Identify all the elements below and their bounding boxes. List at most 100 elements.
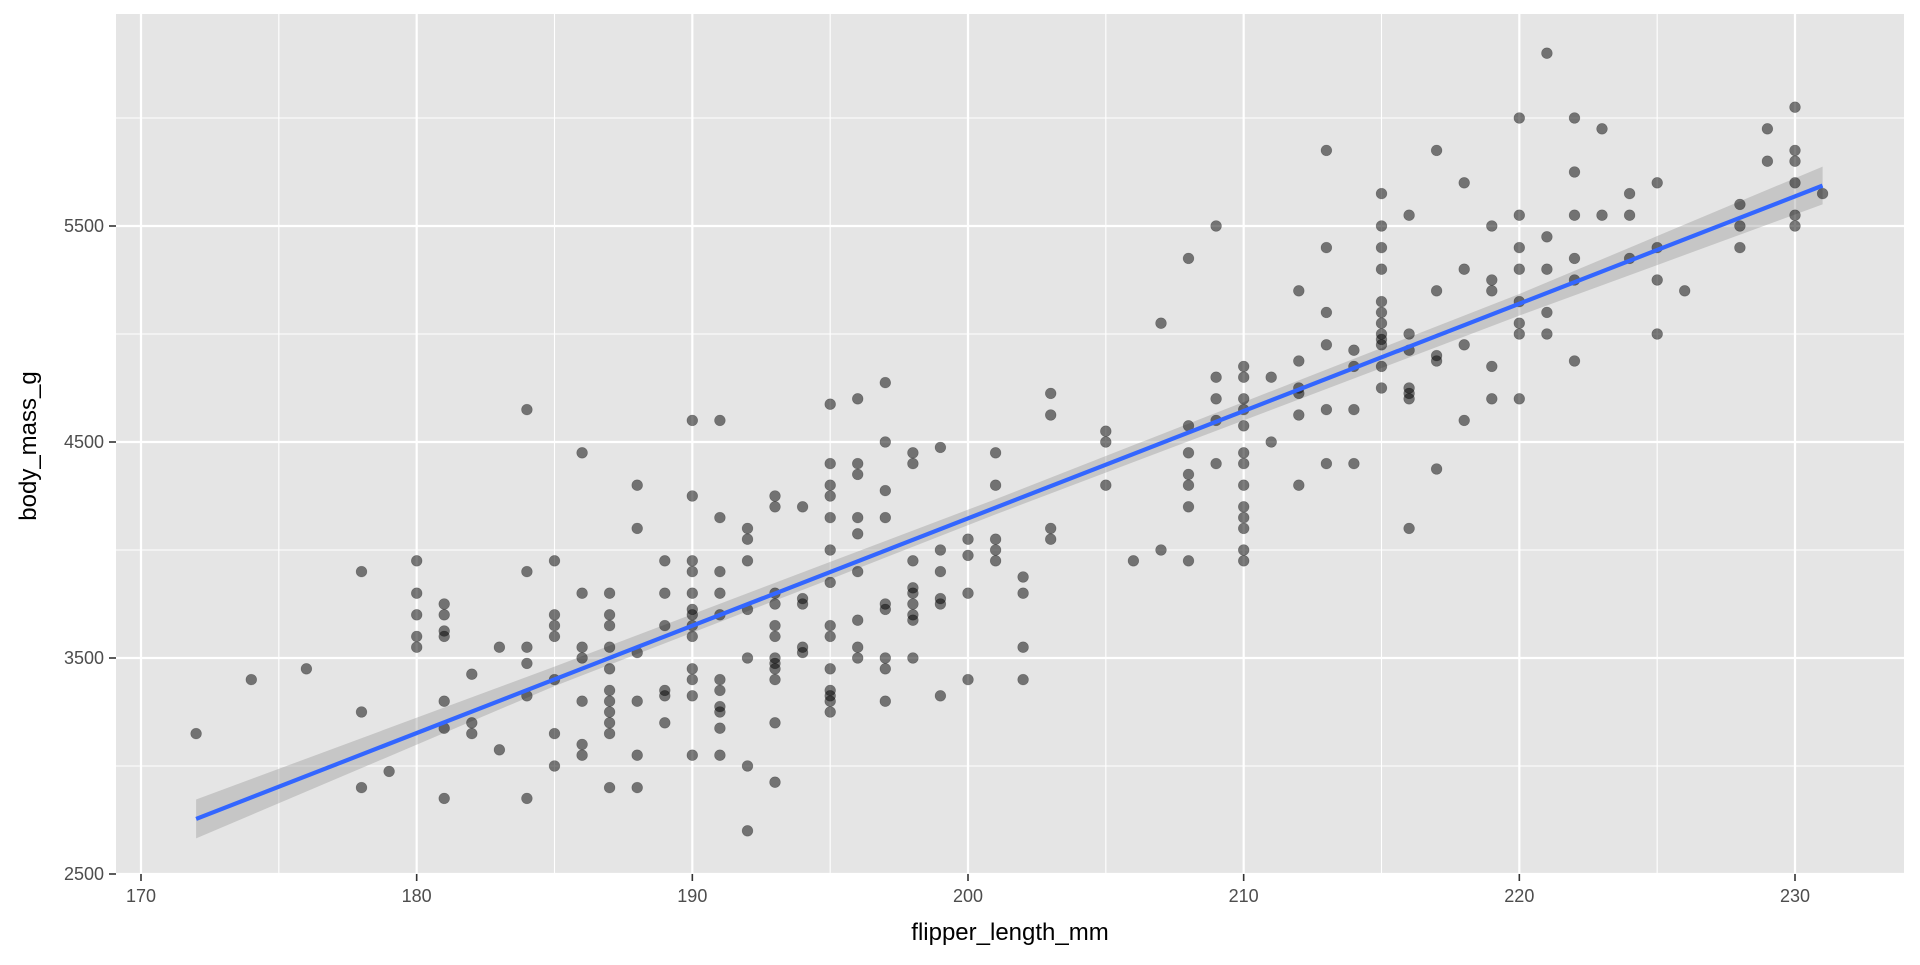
data-point bbox=[989, 533, 1002, 545]
data-point bbox=[190, 727, 202, 740]
data-point bbox=[1182, 501, 1195, 513]
data-point bbox=[879, 484, 891, 497]
data-point bbox=[1513, 263, 1526, 275]
data-point bbox=[879, 603, 891, 616]
data-point bbox=[603, 695, 616, 707]
data-point bbox=[989, 447, 1002, 459]
x-tick-label: 180 bbox=[402, 886, 432, 906]
data-point bbox=[1237, 555, 1250, 567]
data-point bbox=[1237, 457, 1250, 470]
y-tick-label: 2500 bbox=[64, 864, 104, 884]
data-point bbox=[1237, 371, 1250, 383]
data-point bbox=[1651, 328, 1663, 340]
data-point bbox=[1789, 209, 1801, 221]
data-point bbox=[879, 511, 891, 524]
data-point bbox=[1320, 403, 1333, 416]
data-point bbox=[1596, 123, 1608, 135]
data-point bbox=[576, 652, 588, 664]
data-point bbox=[603, 727, 616, 740]
data-point bbox=[1403, 209, 1415, 221]
data-point bbox=[714, 414, 726, 427]
data-point bbox=[548, 727, 561, 740]
plot-panel bbox=[116, 14, 1904, 874]
data-point bbox=[714, 749, 726, 761]
data-point bbox=[1734, 198, 1746, 211]
data-point bbox=[1348, 403, 1360, 416]
data-point bbox=[989, 544, 1002, 556]
data-point bbox=[907, 447, 919, 459]
data-point bbox=[824, 630, 836, 643]
data-point bbox=[1486, 274, 1498, 286]
data-point bbox=[824, 706, 836, 718]
data-point bbox=[934, 598, 947, 610]
data-point bbox=[1789, 101, 1801, 113]
data-point bbox=[1430, 463, 1443, 475]
data-point bbox=[466, 727, 478, 740]
data-point bbox=[1044, 533, 1057, 545]
data-point bbox=[824, 511, 836, 524]
data-point bbox=[989, 555, 1002, 567]
data-point bbox=[659, 587, 671, 599]
data-point bbox=[851, 457, 864, 470]
data-point bbox=[631, 695, 643, 707]
data-point bbox=[1486, 285, 1498, 297]
data-point bbox=[769, 619, 781, 632]
data-point bbox=[1513, 393, 1526, 405]
data-point bbox=[1486, 393, 1498, 405]
data-point bbox=[1017, 571, 1029, 583]
data-point bbox=[989, 479, 1002, 491]
data-point bbox=[1182, 479, 1195, 491]
data-point bbox=[1541, 328, 1553, 340]
data-point bbox=[714, 565, 726, 578]
data-point bbox=[1017, 641, 1029, 653]
data-point bbox=[1458, 177, 1470, 189]
data-point bbox=[466, 668, 478, 680]
data-point bbox=[907, 457, 919, 470]
data-point bbox=[1816, 187, 1829, 200]
x-axis-title: flipper_length_mm bbox=[911, 919, 1108, 946]
data-point bbox=[1100, 425, 1112, 437]
data-point bbox=[934, 441, 947, 454]
data-point bbox=[1541, 47, 1553, 59]
data-point bbox=[1237, 544, 1250, 556]
data-point bbox=[907, 587, 919, 599]
data-point bbox=[1486, 360, 1498, 373]
data-point bbox=[1430, 285, 1443, 297]
data-point bbox=[1623, 187, 1636, 200]
data-point bbox=[1320, 457, 1333, 470]
data-point bbox=[355, 565, 368, 578]
data-point bbox=[631, 479, 643, 491]
data-point bbox=[769, 673, 781, 686]
data-point bbox=[1541, 263, 1553, 275]
data-point bbox=[1265, 436, 1277, 448]
data-point bbox=[851, 511, 864, 524]
data-point bbox=[1568, 355, 1581, 367]
data-point bbox=[576, 587, 588, 599]
fit-line-layer bbox=[195, 183, 1824, 821]
data-point bbox=[1293, 409, 1305, 421]
data-point bbox=[796, 501, 809, 513]
data-point bbox=[741, 652, 754, 664]
data-point bbox=[686, 690, 698, 702]
data-point bbox=[1375, 360, 1388, 373]
data-point bbox=[1375, 295, 1388, 308]
data-point bbox=[1761, 123, 1774, 135]
data-point bbox=[879, 663, 891, 675]
data-point bbox=[1513, 317, 1526, 329]
data-point bbox=[1265, 371, 1277, 383]
data-point bbox=[824, 490, 836, 502]
data-point bbox=[824, 619, 836, 632]
data-point bbox=[686, 609, 698, 621]
data-point bbox=[548, 630, 561, 643]
y-axis: 2500 3500 4500 5500 bbox=[64, 216, 116, 884]
data-point bbox=[521, 657, 533, 670]
data-point bbox=[907, 652, 919, 664]
major-gridlines bbox=[116, 14, 1904, 876]
data-point bbox=[851, 614, 864, 626]
data-point bbox=[714, 706, 726, 718]
x-tick-label: 210 bbox=[1229, 886, 1259, 906]
data-point bbox=[576, 749, 588, 761]
data-point bbox=[741, 760, 754, 772]
data-point bbox=[851, 652, 864, 664]
